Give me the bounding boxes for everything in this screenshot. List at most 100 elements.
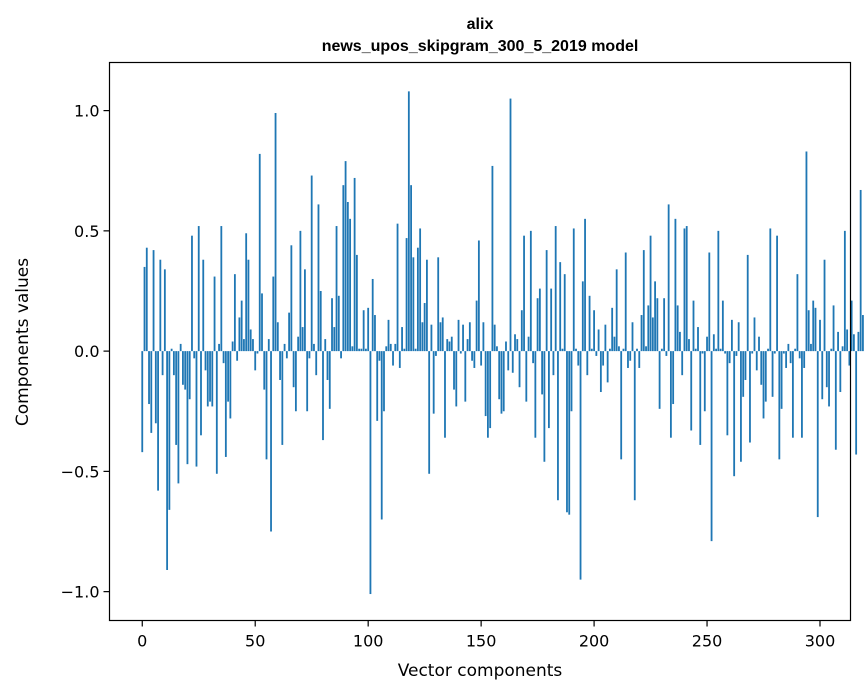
bar	[480, 351, 483, 366]
bar	[371, 278, 374, 352]
bar	[315, 351, 318, 376]
bar	[367, 307, 370, 352]
bar	[794, 348, 797, 352]
bar	[629, 351, 632, 361]
bar	[233, 274, 236, 352]
x-tick-label: 50	[245, 632, 265, 651]
bar	[202, 259, 205, 352]
bar	[398, 351, 401, 368]
bar	[484, 351, 487, 417]
bar	[602, 351, 605, 366]
bar	[258, 153, 261, 352]
bar	[475, 300, 478, 352]
bar	[647, 305, 650, 352]
bar	[773, 351, 776, 354]
bar	[552, 351, 555, 376]
x-tick-label: 150	[466, 632, 497, 651]
bar	[270, 351, 272, 532]
bar	[308, 351, 311, 359]
bar	[317, 204, 320, 352]
bar	[692, 300, 695, 352]
bar	[721, 300, 724, 352]
bar	[410, 185, 412, 352]
bar	[349, 218, 352, 352]
bar	[430, 324, 433, 352]
bar	[735, 351, 738, 356]
bar	[204, 351, 207, 371]
bar	[243, 339, 245, 352]
bar	[276, 322, 279, 352]
bar	[516, 339, 519, 352]
bar	[852, 334, 855, 352]
bar	[170, 348, 173, 352]
bar	[405, 238, 408, 352]
bar	[701, 351, 704, 354]
bar	[279, 351, 281, 380]
x-tick-label: 300	[805, 632, 836, 651]
x-tick-label: 250	[692, 632, 723, 651]
bar	[753, 317, 756, 352]
bar	[762, 351, 765, 419]
bar	[186, 351, 189, 465]
bar	[660, 348, 663, 352]
bar	[148, 351, 150, 405]
bar	[505, 341, 507, 352]
bar	[545, 250, 548, 352]
bar	[340, 351, 342, 359]
bar	[810, 343, 812, 352]
bar	[224, 351, 227, 457]
plot-frame	[108, 61, 852, 622]
bar	[624, 252, 627, 352]
bar	[568, 351, 571, 515]
bar	[453, 351, 455, 390]
bar	[690, 351, 693, 431]
bar	[297, 336, 300, 352]
bar	[771, 351, 774, 397]
bar	[362, 310, 365, 352]
bar	[172, 351, 175, 376]
bar	[231, 341, 234, 352]
bar	[493, 324, 496, 352]
bar	[290, 245, 293, 352]
bar	[611, 307, 614, 352]
bar	[195, 351, 198, 467]
bar	[830, 348, 833, 352]
bar	[236, 351, 239, 361]
bar	[749, 351, 751, 443]
y-axis-ticks: −1.0 −0.5 0.0 0.5 1.0	[61, 102, 110, 602]
bar	[688, 339, 690, 352]
bar	[394, 343, 397, 352]
bar	[256, 351, 259, 354]
bar	[730, 319, 733, 352]
bar	[335, 226, 338, 352]
bar	[703, 351, 706, 412]
bar	[468, 322, 471, 352]
bar	[184, 351, 187, 390]
bar	[550, 288, 553, 352]
bar	[175, 351, 178, 445]
bar	[581, 281, 584, 352]
bar	[812, 300, 815, 352]
bar	[437, 257, 440, 352]
bar	[654, 281, 656, 352]
bar	[265, 351, 268, 460]
bar	[715, 348, 717, 352]
bar	[685, 226, 688, 352]
x-tick-label: 0	[137, 632, 147, 651]
bar	[683, 228, 686, 352]
bar	[163, 269, 166, 352]
bar	[313, 343, 315, 352]
bar	[566, 351, 568, 513]
bar	[798, 351, 801, 359]
bar	[444, 351, 446, 438]
bar	[498, 351, 501, 400]
bar	[710, 351, 713, 542]
bar	[579, 351, 582, 580]
bar	[145, 247, 148, 352]
bar	[143, 266, 146, 352]
bar	[441, 317, 444, 352]
bar	[337, 295, 340, 352]
bar	[609, 348, 611, 352]
bar	[428, 351, 431, 474]
bar	[740, 351, 742, 462]
